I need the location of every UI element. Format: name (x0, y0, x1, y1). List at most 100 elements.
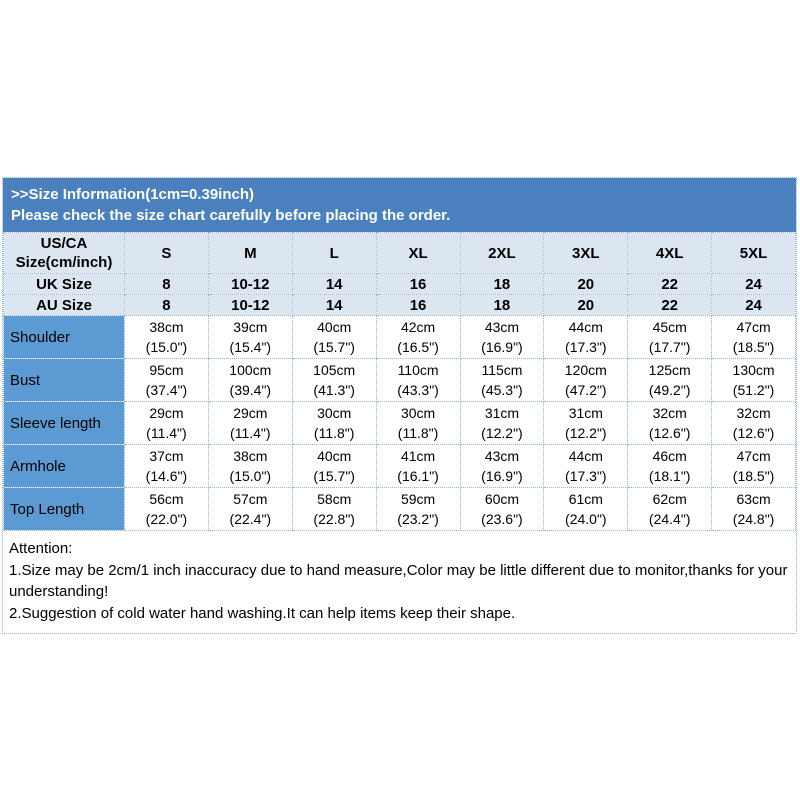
measurement-cm: 59cm (400, 491, 436, 507)
measurement-inch: (23.2") (397, 511, 439, 527)
measurement-cell: 46cm (18.1") (627, 444, 713, 488)
measurement-cm: 44cm (568, 319, 603, 335)
size-col-header: S (124, 232, 209, 274)
measurement-cm: 40cm (317, 448, 352, 464)
size-conversion-cell: 22 (627, 294, 713, 316)
measurement-inch: (12.2") (481, 425, 523, 441)
measurement-cm: 100cm (229, 362, 272, 378)
measurement-cell: 40cm (15.7") (291, 315, 377, 359)
measurement-inch: (18.5") (732, 339, 775, 355)
size-col-header: 4XL (627, 232, 713, 274)
measurement-cm: 45cm (652, 319, 687, 335)
measurement-cell: 40cm (15.7") (291, 444, 377, 488)
measurement-cm: 115cm (481, 362, 523, 378)
measurement-cm: 95cm (149, 362, 184, 378)
title-band: >>Size Information(1cm=0.39inch) Please … (3, 178, 796, 232)
measurement-row-label: Armhole (3, 444, 125, 488)
size-conversion-cell: 20 (543, 294, 629, 316)
measurement-cm: 38cm (233, 448, 268, 464)
measurement-inch: (12.2") (565, 425, 607, 441)
size-conversion-cell: 16 (375, 273, 461, 295)
measurement-inch: (16.1") (397, 468, 439, 484)
corner-header-line2: Size(cm/inch) (15, 254, 113, 271)
measurement-inch: (24.0") (565, 511, 607, 527)
measurement-inch: (11.8") (397, 425, 439, 441)
measurement-inch: (18.5") (732, 468, 775, 484)
measurement-cm: 38cm (149, 319, 184, 335)
measurement-cm: 47cm (736, 448, 771, 464)
measurement-cell: 41cm (16.1") (375, 444, 461, 488)
size-conversion-cell: 16 (375, 294, 461, 316)
attention-line-1: 1.Size may be 2cm/1 inch inaccuracy due … (9, 561, 788, 601)
size-table: US/CA Size(cm/inch) S M L XL 2XL 3XL 4XL 5XL UK Si… (3, 232, 796, 531)
measurement-cell: 37cm (14.6") (124, 444, 209, 488)
measurement-inch: (51.2") (732, 382, 775, 398)
measurement-inch: (15.4") (229, 339, 272, 355)
measurement-inch: (16.5") (397, 339, 439, 355)
measurement-cm: 56cm (149, 491, 184, 507)
measurement-cell: 30cm (11.8") (291, 401, 377, 445)
measurement-cm: 40cm (317, 319, 352, 335)
measurement-inch: (37.4") (145, 382, 188, 398)
measurement-inch: (45.3") (481, 382, 523, 398)
measurement-cm: 31cm (568, 405, 603, 421)
measurement-cell: 56cm (22.0") (124, 487, 209, 531)
measurement-cell: 39cm (15.4") (207, 315, 293, 359)
measurement-row-label: Top Length (3, 487, 125, 531)
measurement-row-label: Bust (3, 358, 125, 402)
size-col-header: 3XL (543, 232, 629, 274)
measurement-cell: 105cm (41.3") (291, 358, 377, 402)
measurement-cm: 62cm (652, 491, 687, 507)
measurement-cell: 100cm (39.4") (207, 358, 293, 402)
corner-header-line1: US/CA (40, 235, 88, 252)
measurement-inch: (12.6") (732, 425, 775, 441)
attention-line-2: 2.Suggestion of cold water hand washing.… (9, 604, 516, 622)
measurement-inch: (15.7") (313, 339, 355, 355)
measurement-cell: 29cm (11.4") (207, 401, 293, 445)
size-info-title: >>Size Information(1cm=0.39inch) (11, 186, 254, 203)
measurement-inch: (15.0") (145, 339, 188, 355)
measurement-cell: 130cm (51.2") (711, 358, 796, 402)
measurement-cell: 31cm (12.2") (459, 401, 545, 445)
measurement-cm: 105cm (313, 362, 356, 378)
measurement-cm: 39cm (233, 319, 268, 335)
measurement-inch: (17.3") (565, 468, 607, 484)
measurement-inch: (11.8") (313, 425, 355, 441)
measurement-cm: 44cm (568, 448, 603, 464)
measurement-cm: 110cm (397, 362, 439, 378)
size-conversion-cell: 24 (711, 273, 796, 295)
measurement-cell: 42cm (16.5") (375, 315, 461, 359)
measurement-cm: 29cm (149, 405, 184, 421)
measurement-cell: 58cm (22.8") (291, 487, 377, 531)
measurement-cm: 30cm (317, 405, 352, 421)
measurement-cm: 58cm (317, 491, 352, 507)
measurement-cm: 29cm (233, 405, 268, 421)
measurement-cell: 31cm (12.2") (543, 401, 629, 445)
measurement-cell: 60cm (23.6") (459, 487, 545, 531)
measurement-inch: (16.9") (481, 468, 523, 484)
corner-header: US/CA Size(cm/inch) (3, 232, 125, 274)
size-col-header: M (207, 232, 293, 274)
measurement-inch: (41.3") (313, 382, 355, 398)
measurement-cm: 46cm (652, 448, 687, 464)
measurement-inch: (18.1") (648, 468, 691, 484)
measurement-inch: (22.8") (313, 511, 355, 527)
measurement-cm: 63cm (736, 491, 771, 507)
measurement-inch: (14.6") (145, 468, 188, 484)
measurement-cell: 110cm (43.3") (375, 358, 461, 402)
measurement-cell: 30cm (11.8") (375, 401, 461, 445)
size-conversion-cell: 8 (124, 273, 209, 295)
measurement-cm: 60cm (484, 491, 520, 507)
measurement-inch: (17.7") (648, 339, 691, 355)
measurement-cell: 47cm (18.5") (711, 315, 796, 359)
measurement-inch: (39.4") (229, 382, 272, 398)
measurement-cell: 125cm (49.2") (627, 358, 713, 402)
size-conversion-cell: 10-12 (207, 273, 293, 295)
measurement-cell: 120cm (47.2") (543, 358, 629, 402)
measurement-inch: (17.3") (565, 339, 607, 355)
measurement-inch: (12.6") (648, 425, 691, 441)
measurement-inch: (22.4") (229, 511, 272, 527)
measurement-cm: 30cm (400, 405, 436, 421)
measurement-inch: (24.4") (648, 511, 691, 527)
measurement-inch: (22.0") (145, 511, 188, 527)
